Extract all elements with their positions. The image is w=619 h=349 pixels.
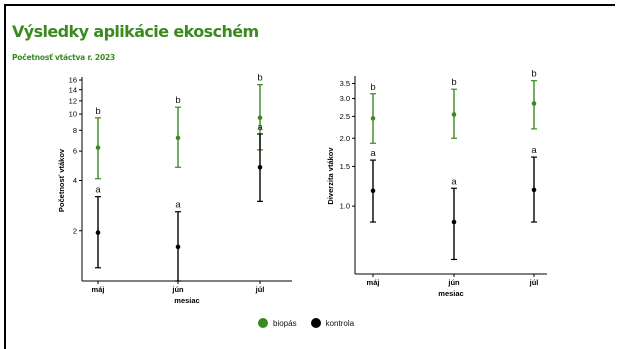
diversity-kontrola-point bbox=[531, 187, 537, 193]
page-subtitle: Početnosť vtáctva r. 2023 bbox=[12, 53, 116, 62]
diversity-y-tick-label: 1.5 bbox=[340, 162, 350, 171]
diversity-y-axis-title: Diverzita vtákov bbox=[326, 147, 335, 205]
abundance-y-tick-label: 16 bbox=[69, 76, 77, 85]
abundance-kontrola-significance-letter: a bbox=[257, 122, 263, 133]
abundance-y-tick-label: 12 bbox=[69, 96, 77, 105]
diversity-kontrola-significance-letter: a bbox=[531, 145, 537, 156]
legend-item-kontrola: kontrola bbox=[310, 318, 355, 328]
diversity-kontrola-point bbox=[451, 219, 457, 225]
abundance-y-axis-title: Početnosť vtákov bbox=[57, 148, 66, 212]
legend-marker-kontrola bbox=[310, 318, 321, 328]
abundance-kontrola-point bbox=[257, 164, 263, 170]
frame-left-border bbox=[4, 4, 6, 349]
diversity-biopas-significance-letter: b bbox=[370, 82, 375, 93]
diversity-biopas-point bbox=[370, 116, 376, 121]
abundance-x-tick-label: máj bbox=[92, 285, 105, 294]
abundance-y-tick-label: 4 bbox=[73, 176, 77, 185]
legend-marker-biopas bbox=[258, 318, 268, 328]
abundance-kontrola-point bbox=[95, 230, 101, 235]
diversity-biopas-point bbox=[531, 101, 537, 106]
abundance-biopas-significance-letter: b bbox=[175, 95, 180, 106]
diversity-biopas-point bbox=[451, 112, 457, 117]
abundance-x-tick-label: jún bbox=[171, 285, 184, 294]
diversity-y-tick-label: 3.5 bbox=[340, 79, 350, 88]
diversity-biopas-significance-letter: b bbox=[531, 69, 536, 80]
diversity-kontrola-significance-letter: a bbox=[451, 176, 457, 187]
abundance-y-tick-label: 6 bbox=[73, 147, 77, 156]
abundance-biopas-significance-letter: b bbox=[257, 73, 262, 84]
abundance-y-tick-label: 2 bbox=[73, 226, 77, 235]
legend-item-biopas: biopás bbox=[258, 318, 297, 328]
abundance-biopas-point bbox=[175, 135, 181, 141]
page-title: Výsledky aplikácie ekoschém bbox=[12, 22, 259, 41]
abundance-x-axis-title: mesiac bbox=[174, 296, 199, 305]
diversity-x-tick-label: júl bbox=[529, 278, 539, 287]
diversity-y-tick-label: 2.5 bbox=[340, 112, 350, 121]
abundance-biopas-point bbox=[257, 115, 263, 121]
abundance-x-tick-label: júl bbox=[255, 285, 265, 294]
diversity-x-axis-title: mesiac bbox=[438, 289, 463, 298]
diversity-y-tick-label: 1.0 bbox=[340, 202, 350, 211]
abundance-biopas-significance-letter: b bbox=[95, 106, 100, 117]
legend-label-kontrola: kontrola bbox=[325, 318, 355, 328]
abundance-kontrola-significance-letter: a bbox=[175, 200, 181, 211]
frame-top-border bbox=[4, 4, 615, 6]
abundance-kontrola-significance-letter: a bbox=[95, 185, 101, 196]
diversity-y-tick-label: 2.0 bbox=[340, 134, 350, 143]
diversity-x-tick-label: máj bbox=[367, 278, 380, 287]
diversity-x-tick-label: jún bbox=[447, 278, 460, 287]
abundance-y-tick-label: 14 bbox=[69, 85, 77, 94]
abundance-y-tick-label: 8 bbox=[73, 126, 77, 135]
diversity-biopas-significance-letter: b bbox=[451, 77, 456, 88]
diversity-kontrola-point bbox=[370, 188, 376, 194]
abundance-y-tick-label: 10 bbox=[69, 110, 77, 119]
diversity-kontrola-significance-letter: a bbox=[370, 148, 376, 159]
diversity-y-tick-label: 3.0 bbox=[340, 94, 350, 103]
legend: biopás kontrola bbox=[258, 318, 368, 328]
abundance-kontrola-point bbox=[175, 244, 181, 250]
legend-label-biopas: biopás bbox=[273, 318, 297, 328]
abundance-biopas-point bbox=[95, 145, 101, 150]
